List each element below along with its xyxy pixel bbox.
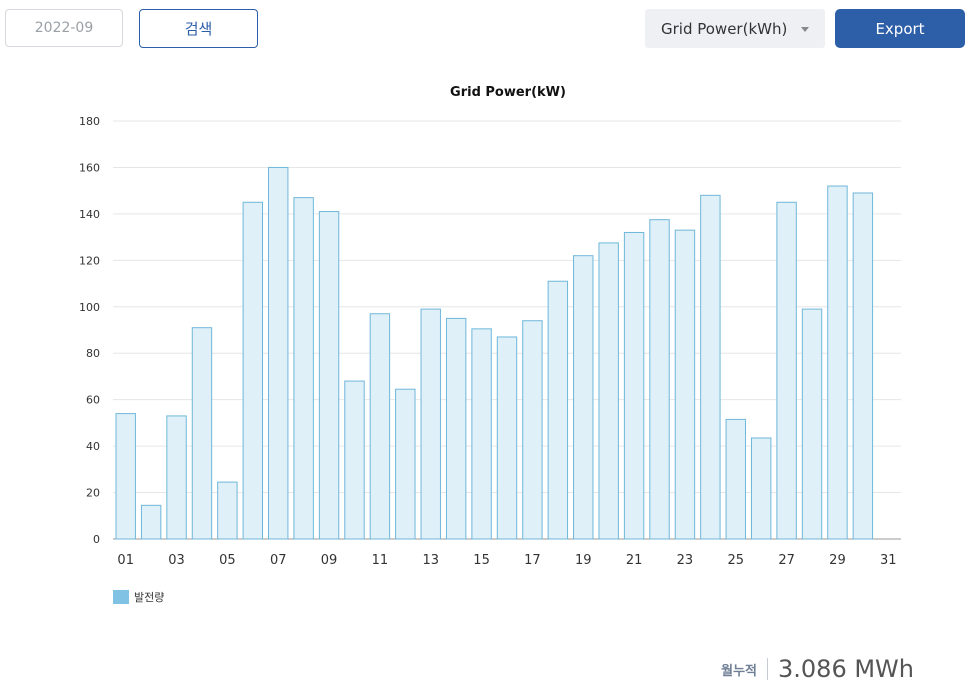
- bar-02[interactable]: [140, 504, 162, 540]
- bars: [115, 166, 874, 540]
- x-axis-labels: 01 03 05 07 09 11 13 15 17 19 21 23 25 27 29 31: [117, 553, 896, 568]
- x-tick-label: 11: [372, 553, 389, 568]
- x-tick-label: 01: [117, 553, 134, 568]
- bar-22[interactable]: [649, 219, 670, 540]
- x-tick-label: 15: [473, 553, 490, 568]
- bar-29[interactable]: [827, 185, 848, 540]
- x-tick-label: 03: [168, 553, 185, 568]
- bar-04[interactable]: [191, 327, 213, 540]
- bar-14[interactable]: [445, 317, 467, 540]
- bar-15[interactable]: [471, 328, 492, 540]
- bar-26[interactable]: [750, 437, 772, 540]
- x-tick-label: 09: [321, 553, 338, 568]
- y-axis-labels: 0 20 40 60 80 100 120 140 160 180: [79, 115, 100, 546]
- y-tick-label: 180: [79, 115, 100, 128]
- bar-05[interactable]: [217, 481, 238, 540]
- x-tick-label: 17: [524, 553, 541, 568]
- x-tick-label: 21: [626, 553, 643, 568]
- bar-24[interactable]: [700, 194, 721, 540]
- monthly-total-label: 월누적: [721, 663, 758, 679]
- metric-select[interactable]: Grid Power(kWh): [645, 9, 825, 48]
- y-tick-label: 60: [86, 394, 100, 407]
- x-tick-label: 05: [219, 553, 236, 568]
- y-tick-label: 160: [79, 161, 100, 174]
- chart-title: Grid Power(kW): [450, 85, 566, 100]
- monthly-total: 월누적 3.086 MWh: [721, 655, 914, 683]
- y-tick-label: 0: [93, 533, 100, 546]
- bar-17[interactable]: [522, 320, 543, 540]
- metric-select-value: Grid Power(kWh): [661, 19, 788, 38]
- x-tick-label: 31: [880, 553, 897, 568]
- y-tick-label: 80: [86, 347, 100, 360]
- bar-13[interactable]: [420, 308, 441, 540]
- monthly-total-value: 3.086 MWh: [778, 655, 914, 683]
- bar-06[interactable]: [242, 201, 264, 540]
- bar-27[interactable]: [776, 201, 797, 540]
- bar-01[interactable]: [115, 413, 136, 540]
- bar-09[interactable]: [318, 211, 340, 540]
- bar-21[interactable]: [623, 231, 645, 540]
- bar-10[interactable]: [344, 380, 365, 540]
- bar-08[interactable]: [293, 197, 314, 540]
- bar-03[interactable]: [166, 415, 187, 540]
- bar-16[interactable]: [496, 336, 518, 540]
- bar-20[interactable]: [598, 242, 619, 540]
- x-tick-label: 07: [270, 553, 287, 568]
- y-tick-label: 20: [86, 487, 100, 500]
- y-tick-label: 140: [79, 208, 100, 221]
- chevron-down-icon: [801, 27, 809, 32]
- bar-07[interactable]: [268, 166, 289, 540]
- y-tick-label: 100: [79, 301, 100, 314]
- bar-30[interactable]: [852, 192, 874, 540]
- y-tick-label: 120: [79, 254, 100, 267]
- y-tick-label: 40: [86, 440, 100, 453]
- x-tick-label: 19: [575, 553, 592, 568]
- legend-label: 발전량: [134, 591, 165, 604]
- bar-19[interactable]: [573, 255, 594, 540]
- bar-11[interactable]: [369, 313, 391, 540]
- x-tick-label: 29: [829, 553, 846, 568]
- x-tick-label: 13: [422, 553, 439, 568]
- chart-legend[interactable]: 발전량: [113, 589, 164, 605]
- legend-swatch: [113, 590, 129, 604]
- month-input[interactable]: [5, 9, 123, 47]
- bar-18[interactable]: [547, 280, 569, 540]
- bar-23[interactable]: [674, 229, 696, 540]
- divider: [767, 658, 769, 680]
- bar-25[interactable]: [725, 418, 746, 540]
- bar-12[interactable]: [395, 388, 416, 540]
- x-tick-label: 23: [677, 553, 694, 568]
- x-tick-label: 27: [778, 553, 795, 568]
- bar-28[interactable]: [801, 308, 823, 540]
- export-button[interactable]: Export: [835, 9, 965, 48]
- x-tick-label: 25: [728, 553, 745, 568]
- search-button[interactable]: 검색: [139, 9, 258, 48]
